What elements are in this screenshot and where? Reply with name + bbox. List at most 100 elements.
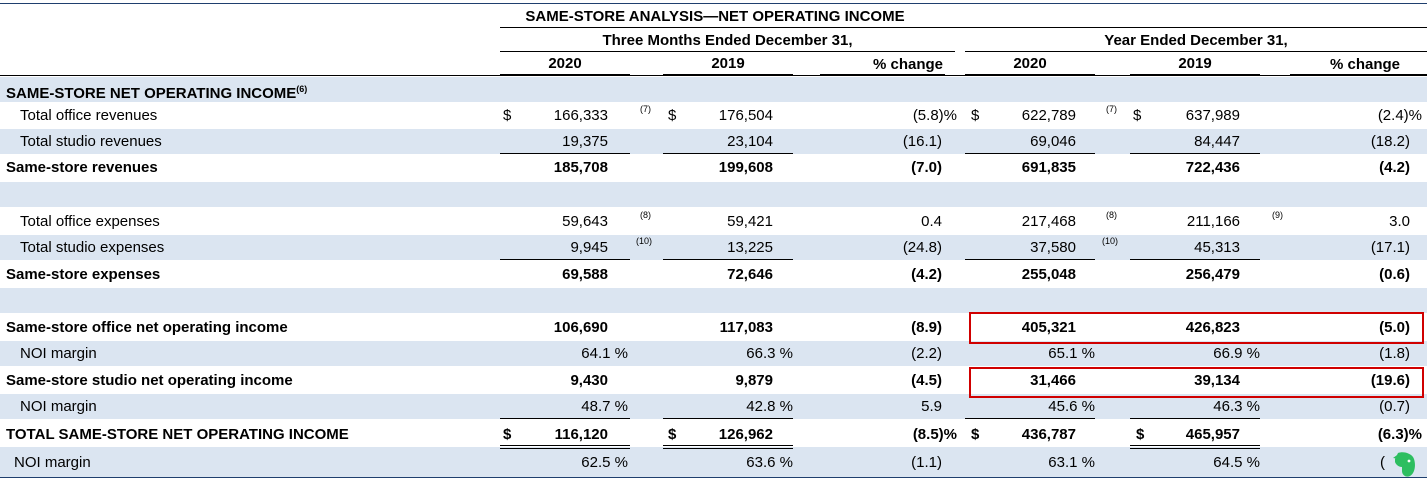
col-header-2019-y: 2019 xyxy=(1178,55,1212,72)
row-band xyxy=(0,394,1427,419)
sum-rule xyxy=(663,259,793,260)
cell-change: 5.9 xyxy=(921,398,942,415)
elephant-icon[interactable] xyxy=(1389,449,1419,479)
cell-value: 255,048 xyxy=(1021,266,1076,283)
header-year-ended: Year Ended December 31, xyxy=(1104,32,1288,49)
cell-value: 691,835 xyxy=(1021,159,1076,176)
cell-value: 106,690 xyxy=(553,319,608,336)
col-rule xyxy=(1290,74,1427,75)
cell-value: 185,708 xyxy=(553,159,608,176)
sum-rule xyxy=(965,259,1095,260)
cell-change: 0.4 xyxy=(921,213,942,230)
row-band xyxy=(0,235,1427,260)
cell-change: (8.5)% xyxy=(912,426,957,443)
col-rule xyxy=(1130,74,1260,75)
group-rule xyxy=(500,51,955,52)
cell-change: (1.1) xyxy=(911,454,942,471)
cell-value: 405,321 xyxy=(1021,319,1076,336)
cell-value: 166,333 xyxy=(553,107,608,124)
row-band xyxy=(0,341,1427,366)
cell-value: 722,436 xyxy=(1185,159,1240,176)
footnote-ref: (6) xyxy=(296,84,308,94)
cell-change: (19.6) xyxy=(1370,372,1410,389)
cell-value: 62.5 % xyxy=(581,454,628,471)
sum-rule xyxy=(500,153,630,154)
cell-value: 39,134 xyxy=(1194,372,1240,389)
cell-value: 622,789 xyxy=(1021,107,1076,124)
col-header-2020-y: 2020 xyxy=(1013,55,1047,72)
row-band xyxy=(0,288,1427,313)
total-rule xyxy=(1130,448,1260,449)
row-band xyxy=(0,129,1427,154)
cell-value: 63.6 % xyxy=(746,454,793,471)
cell-change: (16.1) xyxy=(902,133,942,150)
cell-change: (1.8) xyxy=(1379,345,1410,362)
row-label: TOTAL SAME-STORE NET OPERATING INCOME xyxy=(6,426,349,443)
cell-value: 64.1 % xyxy=(581,345,628,362)
total-rule xyxy=(500,445,630,446)
currency-sign: $ xyxy=(668,426,677,443)
cell-value: 31,466 xyxy=(1030,372,1076,389)
row-label: NOI margin xyxy=(20,345,97,362)
cell-value: 84,447 xyxy=(1194,133,1240,150)
cell-value: 465,957 xyxy=(1185,426,1240,443)
cell-value: 116,120 xyxy=(554,426,608,443)
cell-change: (17.1) xyxy=(1370,239,1410,256)
cell-value: 45,313 xyxy=(1194,239,1240,256)
row-label: Same-store studio net operating income xyxy=(6,372,293,389)
cell-value: 45.6 % xyxy=(1048,398,1095,415)
cell-value: 217,468 xyxy=(1021,213,1076,230)
cell-value: 66.3 % xyxy=(746,345,793,362)
row-label: Same-store expenses xyxy=(6,266,161,283)
cell-change: (0.6) xyxy=(1379,266,1410,283)
cell-value: 426,823 xyxy=(1185,319,1240,336)
cell-change: (6.3)% xyxy=(1377,426,1422,443)
row-label: Same-store office net operating income xyxy=(6,319,288,336)
sum-rule xyxy=(1130,418,1260,419)
section-label: SAME-STORE NET OPERATING INCOME(6) xyxy=(6,84,308,102)
cell-value: 9,430 xyxy=(570,372,608,389)
row-band xyxy=(0,447,1427,478)
header-rule xyxy=(500,27,1427,28)
cell-value: 23,104 xyxy=(727,133,773,150)
cell-value: 117,083 xyxy=(719,319,773,336)
sum-rule xyxy=(500,418,630,419)
footnote-ref: (7) xyxy=(1106,104,1117,114)
col-header-2019-q: 2019 xyxy=(711,55,745,72)
cell-value: 59,643 xyxy=(562,213,608,230)
header-bottom-rule xyxy=(0,75,1427,76)
sum-rule xyxy=(500,259,630,260)
row-label: Total office expenses xyxy=(20,213,160,230)
total-rule xyxy=(663,445,793,446)
cell-value: 211,166 xyxy=(1186,213,1240,230)
cell-value: 72,646 xyxy=(727,266,773,283)
col-rule xyxy=(820,74,945,75)
footnote-ref: (7) xyxy=(640,104,651,114)
total-rule xyxy=(663,448,793,449)
cell-change: ( xyxy=(1380,454,1385,471)
cell-value: 19,375 xyxy=(562,133,608,150)
currency-sign: $ xyxy=(503,426,512,443)
cell-change: (0.7) xyxy=(1379,398,1410,415)
cell-value: 59,421 xyxy=(727,213,773,230)
footnote-ref: (8) xyxy=(1106,210,1117,220)
cell-change: (4.2) xyxy=(911,266,942,283)
total-rule xyxy=(1130,445,1260,446)
cell-value: 126,962 xyxy=(718,426,773,443)
cell-value: 13,225 xyxy=(727,239,773,256)
col-rule xyxy=(965,74,1095,75)
highlight-box-studio-noi xyxy=(969,367,1424,398)
sum-rule xyxy=(663,153,793,154)
cell-change: (2.4)% xyxy=(1377,107,1422,124)
cell-value: 199,608 xyxy=(718,159,773,176)
cell-value: 42.8 % xyxy=(746,398,793,415)
cell-change: (24.8) xyxy=(902,239,942,256)
cell-change: (18.2) xyxy=(1370,133,1410,150)
sum-rule xyxy=(965,153,1095,154)
row-band xyxy=(0,77,1427,102)
col-header-change-q: % change xyxy=(872,56,943,73)
row-label: Total office revenues xyxy=(20,107,158,124)
table-title: SAME-STORE ANALYSIS—NET OPERATING INCOME xyxy=(525,8,905,25)
cell-value: 37,580 xyxy=(1030,239,1076,256)
cell-value: 69,588 xyxy=(562,266,608,283)
